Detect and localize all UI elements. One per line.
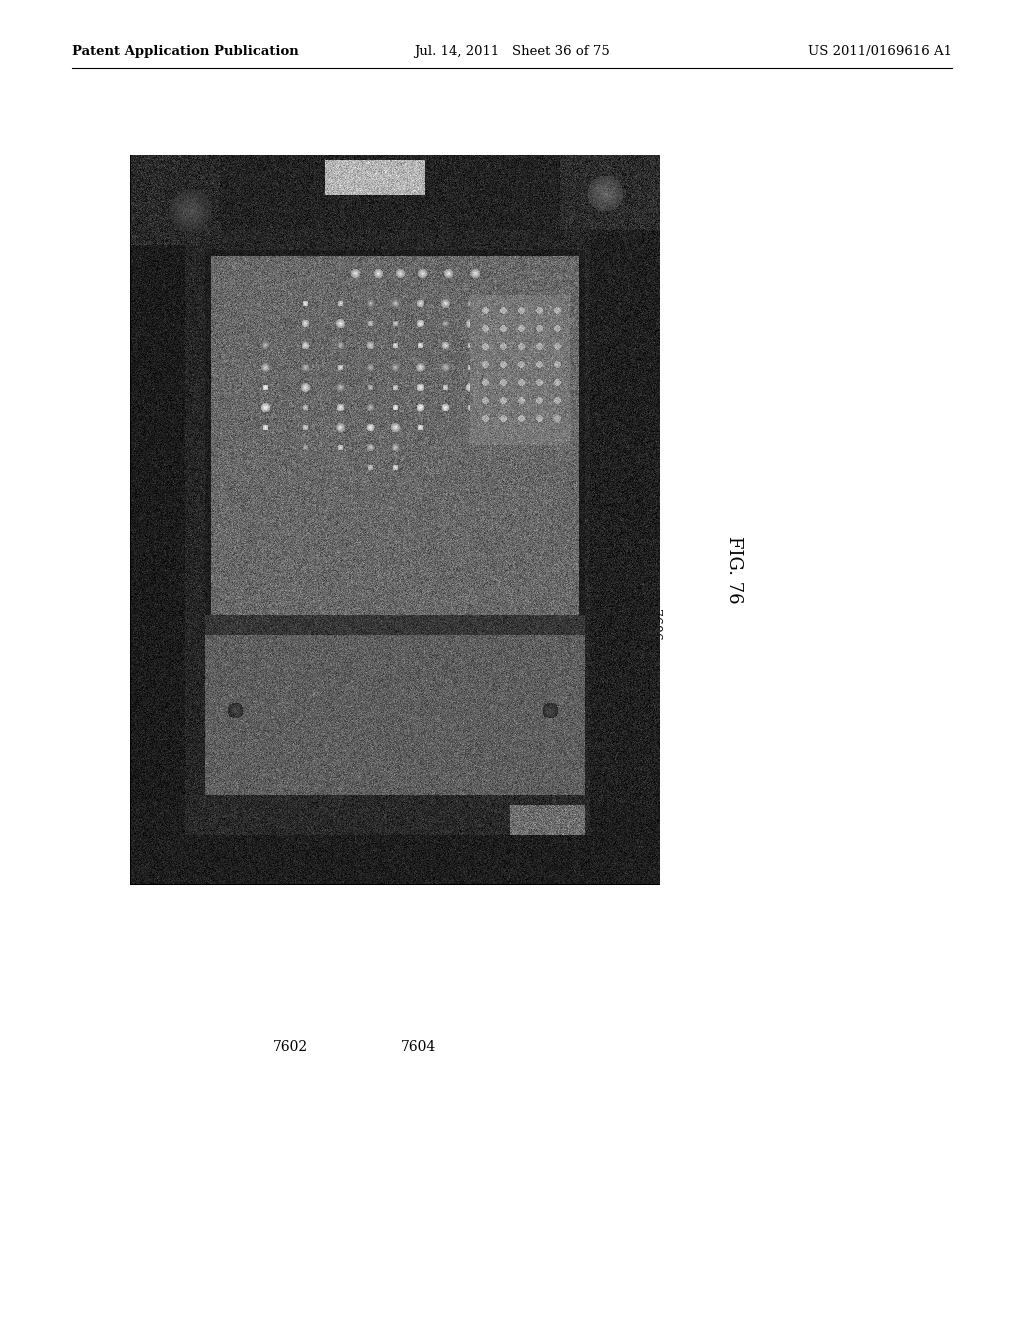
Text: Jul. 14, 2011   Sheet 36 of 75: Jul. 14, 2011 Sheet 36 of 75 [414, 45, 610, 58]
Text: FIG. 76: FIG. 76 [725, 536, 743, 603]
Text: Patent Application Publication: Patent Application Publication [72, 45, 299, 58]
Text: US 2011/0169616 A1: US 2011/0169616 A1 [808, 45, 952, 58]
Text: 7602: 7602 [273, 1040, 308, 1053]
Text: 7606: 7606 [648, 609, 662, 642]
Text: 7604: 7604 [400, 1040, 435, 1053]
